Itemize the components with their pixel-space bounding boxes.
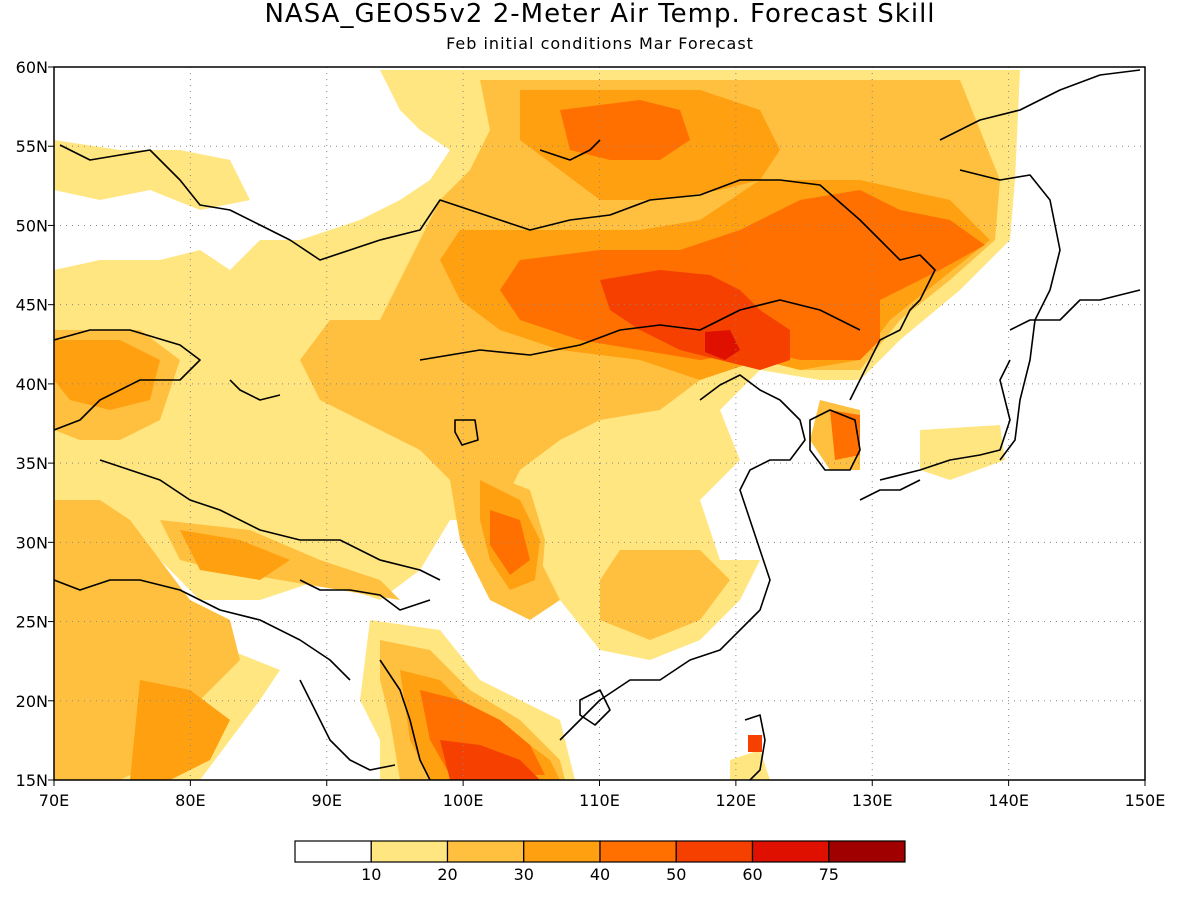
lat-axis: 15N 20N 25N 30N 35N 40N 45N 50N 55N 60N	[16, 58, 54, 790]
colorbar-label: 40	[590, 865, 610, 884]
lon-tick-label: 150E	[1125, 791, 1166, 810]
lat-tick-label: 60N	[16, 58, 48, 77]
lat-tick-label: 25N	[16, 613, 48, 632]
lat-tick-label: 40N	[16, 375, 48, 394]
colorbar-swatch	[599, 840, 677, 863]
colorbar-swatch	[370, 840, 449, 863]
gridlines	[54, 67, 1145, 780]
colorbar-swatch	[294, 840, 372, 863]
map-title: NASA_GEOS5v2 2-Meter Air Temp. Forecast …	[264, 0, 936, 29]
lon-tick-label: 100E	[443, 791, 484, 810]
coastlines	[54, 69, 1141, 780]
lon-axis: 70E 80E 90E 100E 110E 120E 130E 140E 150E	[39, 780, 1166, 810]
lon-tick-label: 70E	[39, 791, 69, 810]
lat-tick-label: 35N	[16, 454, 48, 473]
colorbar-swatch	[675, 840, 754, 863]
map-subtitle: Feb initial conditions Mar Forecast	[446, 34, 754, 53]
lat-tick-label: 20N	[16, 692, 48, 711]
colorbar-label: 10	[361, 865, 381, 884]
lon-tick-label: 130E	[852, 791, 893, 810]
lat-tick-label: 50N	[16, 216, 48, 235]
colorbar-swatch	[446, 840, 525, 863]
lat-tick-label: 15N	[16, 771, 48, 790]
colorbar-label: 20	[437, 865, 457, 884]
colorbar: 10 20 30 40 50 60 75	[294, 840, 906, 884]
lat-tick-label: 55N	[16, 137, 48, 156]
colorbar-label: 50	[666, 865, 686, 884]
lon-tick-label: 120E	[716, 791, 757, 810]
colorbar-swatch	[751, 840, 830, 863]
lat-tick-label: 30N	[16, 533, 48, 552]
colorbar-label: 60	[742, 865, 762, 884]
colorbar-swatch	[828, 840, 906, 863]
lat-tick-label: 45N	[16, 296, 48, 315]
skill-shading	[54, 70, 1020, 780]
colorbar-label: 75	[819, 865, 839, 884]
lon-tick-label: 110E	[579, 791, 620, 810]
lon-tick-label: 80E	[175, 791, 205, 810]
lon-tick-label: 90E	[312, 791, 342, 810]
colorbar-label: 30	[514, 865, 534, 884]
lon-tick-label: 140E	[988, 791, 1029, 810]
colorbar-swatch	[523, 840, 601, 863]
